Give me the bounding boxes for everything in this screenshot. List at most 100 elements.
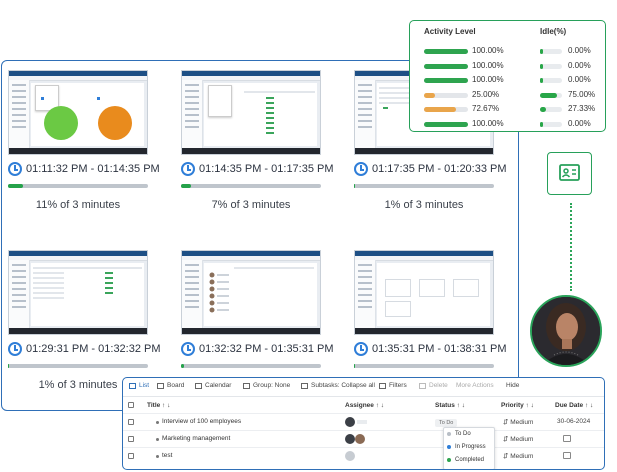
priority-value[interactable]: ⇵ Medium (503, 453, 534, 460)
clock-icon (354, 162, 368, 176)
idle-bar (540, 63, 562, 69)
time-range: 01:32:32 PM - 01:35:31 PM (199, 343, 334, 355)
table-row[interactable]: Interview of 100 employees To Do ⇵ Mediu… (123, 413, 604, 431)
activity-progress-bar (181, 184, 321, 188)
activity-row: 72.67% 27.33% (410, 104, 605, 116)
title-column-header[interactable]: Title ↑ ↓ (147, 402, 171, 409)
activity-progress-bar (8, 364, 148, 368)
activity-bar (424, 63, 468, 69)
activity-row: 100.00% 0.00% (410, 75, 605, 87)
clock-icon (181, 162, 195, 176)
assignee-avatar[interactable] (345, 434, 355, 444)
task-title[interactable]: test (162, 452, 173, 459)
activity-bar (424, 49, 468, 54)
task-list-panel: List Board Calendar Group: None Subtasks… (122, 377, 605, 470)
activity-idle-card: Activity Level Idle(%) 100.00% 0.00% 100.0… (409, 20, 606, 132)
idle-value: 27.33% (568, 104, 596, 114)
connector-line (570, 203, 572, 291)
idle-value: 0.00% (568, 119, 591, 128)
contact-card-icon[interactable] (547, 152, 592, 195)
status-option-to-do[interactable]: To Do (447, 431, 471, 437)
status-option-completed[interactable]: Completed (447, 457, 484, 463)
task-title[interactable]: Marketing management (162, 435, 231, 442)
idle-value: 0.00% (568, 75, 591, 85)
activity-progress-bar (181, 364, 321, 368)
hide-button[interactable]: Hide (506, 382, 520, 389)
status-option-in-progress[interactable]: In Progress (447, 444, 486, 450)
activity-value: 100.00% (472, 75, 504, 85)
idle-value: 0.00% (568, 60, 591, 70)
idle-value: 75.00% (568, 89, 596, 99)
row-checkbox[interactable] (128, 453, 134, 459)
idle-bar (540, 78, 562, 84)
clock-icon (354, 342, 368, 356)
status-badge[interactable]: To Do (435, 419, 458, 427)
assignee-avatar[interactable] (355, 434, 365, 444)
assignee-avatar[interactable] (345, 417, 355, 427)
assignee-name (357, 420, 367, 424)
activity-value: 72.67% (472, 104, 500, 114)
screenshot-card[interactable]: 01:14:35 PM - 01:17:35 PM 7% of 3 minute… (181, 70, 334, 211)
idle-bar (540, 92, 562, 98)
activity-row: 100.00% 0.00% (410, 119, 605, 131)
activity-percent: 7% of 3 minutes (211, 199, 291, 211)
activity-percent: 1% of 3 minutes (384, 199, 464, 211)
due-date-column-header[interactable]: Due Date ↑ ↓ (555, 402, 594, 409)
screenshot-thumbnail[interactable] (354, 250, 494, 335)
subtasks-button[interactable]: Subtasks: Collapse all (301, 382, 375, 389)
task-title[interactable]: Interview of 100 employees (162, 418, 242, 425)
screenshot-card[interactable]: 01:35:31 PM - 01:38:31 PM (354, 250, 507, 368)
assignee-column-header[interactable]: Assignee ↑ ↓ (345, 402, 385, 409)
activity-progress-bar (354, 184, 494, 188)
list-view-button[interactable]: List (129, 382, 149, 389)
filters-button[interactable]: Filters (379, 382, 407, 389)
activity-percent: 11% of 3 minutes (35, 199, 121, 211)
screenshot-thumbnail[interactable] (8, 70, 148, 155)
table-row[interactable]: Marketing management ⇵ Medium (123, 430, 604, 448)
time-range: 01:14:35 PM - 01:17:35 PM (199, 163, 334, 175)
screenshot-thumbnail[interactable] (181, 70, 321, 155)
activity-progress-bar (354, 364, 494, 368)
board-view-button[interactable]: Board (157, 382, 184, 389)
activity-value: 100.00% (472, 46, 504, 55)
user-placeholder-icon[interactable] (345, 451, 355, 461)
task-toolbar: List Board Calendar Group: None Subtasks… (123, 378, 604, 397)
idle-bar (540, 107, 562, 113)
calendar-icon[interactable] (563, 435, 571, 442)
screenshot-card[interactable]: 01:32:32 PM - 01:35:31 PM (181, 250, 334, 368)
screenshot-card[interactable]: 01:11:32 PM - 01:14:35 PM 11% of 3 minut… (8, 70, 160, 211)
row-checkbox[interactable] (128, 436, 134, 442)
select-all-checkbox[interactable] (128, 402, 134, 408)
activity-bar (424, 107, 468, 113)
group-button[interactable]: Group: None (243, 382, 290, 389)
activity-level-header: Activity Level (424, 27, 476, 36)
idle-header: Idle(%) (540, 27, 567, 36)
calendar-view-button[interactable]: Calendar (195, 382, 231, 389)
status-column-header[interactable]: Status ↑ ↓ (435, 402, 465, 409)
idle-bar (540, 122, 562, 127)
activity-bar (424, 78, 468, 84)
time-range: 01:35:31 PM - 01:38:31 PM (372, 343, 507, 355)
priority-value[interactable]: ⇵ Medium (503, 419, 534, 426)
table-row[interactable]: test ⇵ Medium (123, 447, 604, 465)
screenshot-thumbnail[interactable] (181, 250, 321, 335)
calendar-icon[interactable] (563, 452, 571, 459)
idle-value: 0.00% (568, 46, 591, 55)
idle-bar (540, 49, 562, 54)
priority-column-header[interactable]: Priority ↑ ↓ (501, 402, 534, 409)
clock-icon (8, 162, 22, 176)
more-actions-button[interactable]: More Actions (456, 382, 494, 389)
row-checkbox[interactable] (128, 419, 134, 425)
screenshot-card[interactable]: 01:29:31 PM - 01:32:32 PM 1% of 3 minute… (8, 250, 161, 391)
time-range: 01:11:32 PM - 01:14:35 PM (26, 163, 160, 175)
clock-icon (8, 342, 22, 356)
user-avatar (530, 295, 602, 367)
activity-row: 25.00% 75.00% (410, 90, 605, 102)
priority-value[interactable]: ⇵ Medium (503, 436, 534, 443)
status-dropdown[interactable]: To Do In Progress Completed (443, 427, 495, 469)
due-date[interactable]: 30-06-2024 (557, 418, 591, 425)
screenshot-thumbnail[interactable] (8, 250, 148, 335)
activity-value: 25.00% (472, 89, 500, 99)
time-range: 01:29:31 PM - 01:32:32 PM (26, 343, 161, 355)
delete-button[interactable]: Delete (419, 382, 448, 389)
